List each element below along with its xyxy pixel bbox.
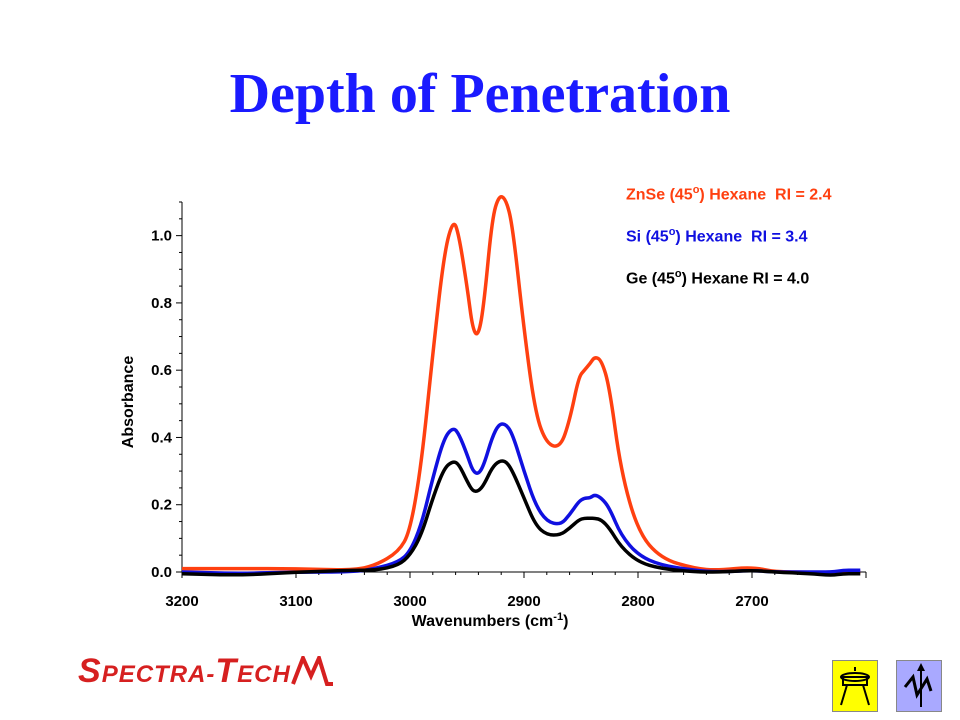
spectra-tech-logo: SPECTRA-TECH <box>78 652 335 691</box>
logo-letter-s: S <box>78 652 102 690</box>
legend-si-sup: o <box>668 226 676 238</box>
logo-letter-t: T <box>215 652 238 690</box>
x-axis-label-end: ) <box>563 613 568 630</box>
legend-znse-text-b: ) Hexane RI = 2.4 <box>699 186 832 204</box>
chart-axes: 3200 3100 3000 2900 2800 2700 0.0 0.2 0.4 0.6 0.8 1… <box>151 201 867 610</box>
y-tick-label: 0.0 <box>151 564 172 581</box>
x-axis-label-main: Wavenumbers (cm <box>412 613 554 630</box>
legend-ge-text-a: Ge (45 <box>626 270 675 288</box>
x-tick-label: 3200 <box>165 593 198 610</box>
x-axis-label: Wavenumbers (cm-1) <box>412 611 569 630</box>
logo-text-ech: ECH <box>237 661 291 688</box>
legend-entry-znse: ZnSe (45o) Hexane RI = 2.4 <box>626 184 831 204</box>
y-tick-label: 0.8 <box>151 295 172 312</box>
logo-dash: - <box>206 661 216 688</box>
series-line-2 <box>181 459 861 577</box>
series-line-1 <box>181 422 861 575</box>
logo-mark-icon <box>290 652 333 686</box>
legend-znse-text-a: ZnSe (45 <box>626 186 693 204</box>
series-line-0 <box>181 195 861 575</box>
legend-si-text-a: Si (45 <box>626 228 669 246</box>
legend-ge-text-b: ) Hexane RI = 4.0 <box>681 270 810 288</box>
lightning-arrow-icon <box>903 663 933 707</box>
x-tick-label: 2800 <box>621 593 654 610</box>
slide-title: Depth of Penetration <box>229 63 731 125</box>
legend-entry-si: Si (45o) Hexane RI = 3.4 <box>626 226 807 246</box>
x-axis-label-sup: -1 <box>553 611 563 623</box>
laboratory-apparatus-button[interactable] <box>832 660 878 712</box>
x-tick-label: 3000 <box>393 593 426 610</box>
lightning-arrow-button[interactable] <box>896 660 942 712</box>
chart-series <box>181 195 861 577</box>
y-tick-label: 0.2 <box>151 497 172 514</box>
y-tick-label: 0.4 <box>151 429 173 446</box>
y-tick-label: 1.0 <box>151 228 172 245</box>
legend-ge-sup: o <box>674 268 682 280</box>
legend-znse-sup: o <box>692 184 700 196</box>
y-tick-label: 0.6 <box>151 362 172 379</box>
y-axis-label: Absorbance <box>120 356 137 449</box>
legend-entry-ge: Ge (45o) Hexane RI = 4.0 <box>626 268 809 288</box>
x-tick-label: 3100 <box>279 593 312 610</box>
x-tick-label: 2900 <box>507 593 540 610</box>
legend-si-text-b: ) Hexane RI = 3.4 <box>675 228 808 246</box>
laboratory-apparatus-icon <box>840 667 870 706</box>
logo-text-pectra: PECTRA <box>101 661 207 688</box>
x-tick-label: 2700 <box>735 593 768 610</box>
